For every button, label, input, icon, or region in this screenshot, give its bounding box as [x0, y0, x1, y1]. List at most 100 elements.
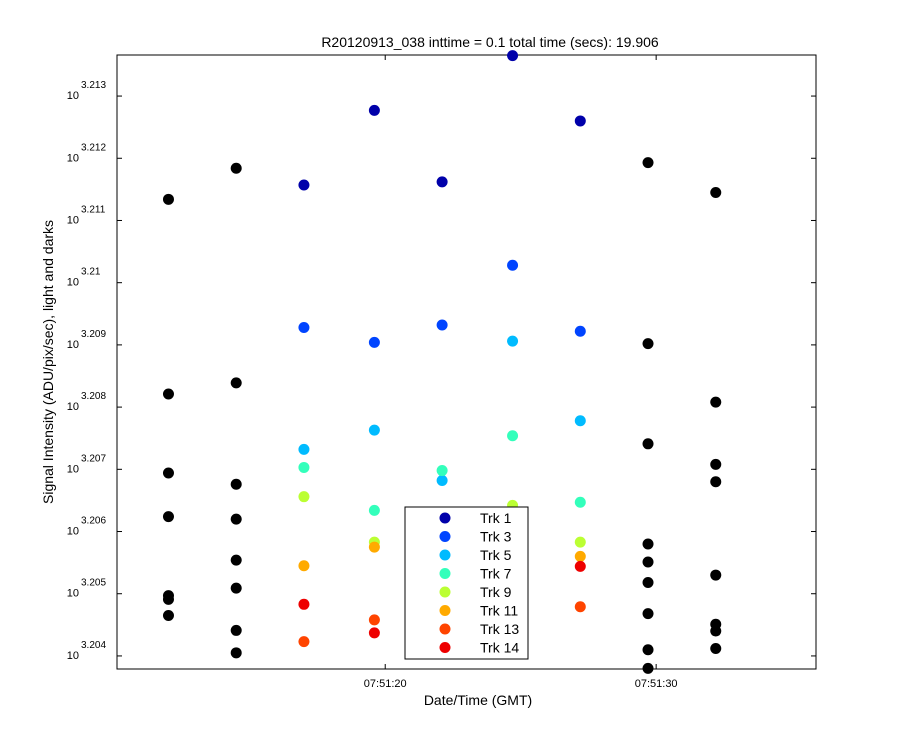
y-tick-label-exponent: 3.212: [81, 142, 106, 153]
y-tick-label-base: 10: [67, 277, 79, 289]
dark-point: [162, 610, 174, 622]
legend-marker-trk-1: [439, 512, 451, 524]
y-tick-label-exponent: 3.209: [81, 329, 106, 340]
y-tick-label-base: 10: [67, 463, 79, 475]
point-trk-14: [368, 627, 380, 639]
x-axis-ticks: 07:51:20 07:51:30: [364, 55, 678, 690]
dark-point: [710, 186, 722, 198]
dark-point: [710, 569, 722, 581]
legend-marker-trk-9: [439, 586, 451, 598]
point-trk-3: [507, 259, 519, 271]
dark-point: [710, 458, 722, 470]
point-trk-7: [574, 496, 586, 508]
legend-marker-trk-14: [439, 642, 451, 653]
legend-marker-trk-11: [439, 605, 451, 616]
x-tick-label: 07:51:20: [364, 678, 407, 690]
dark-point: [230, 624, 242, 636]
dark-point: [230, 377, 242, 389]
x-axis-label: Date/Time (GMT): [424, 692, 532, 708]
point-trk-5: [298, 443, 310, 455]
legend-marker-trk-5: [439, 549, 451, 561]
y-tick-label-base: 10: [67, 401, 79, 413]
x-tick-label: 07:51:30: [635, 678, 678, 690]
y-tick-label-base: 10: [67, 588, 79, 600]
point-trk-7: [507, 430, 519, 442]
dark-point: [162, 511, 174, 523]
point-trk-3: [574, 325, 586, 337]
legend-marker-trk-7: [439, 568, 451, 579]
dark-point: [162, 388, 174, 400]
dark-point: [642, 538, 654, 550]
point-trk-13: [298, 636, 310, 648]
legend-label-trk-7: Trk 7: [480, 566, 512, 582]
legend: Trk 1 Trk 3 Trk 5 Trk 7 Trk 9 Trk 11 Trk 13 Trk…: [404, 506, 529, 660]
y-tick-label-base: 10: [67, 152, 79, 164]
point-trk-1: [298, 179, 310, 191]
legend-marker-trk-3: [439, 531, 451, 542]
dark-point: [230, 582, 242, 594]
point-trk-3: [436, 319, 448, 331]
point-trk-7: [368, 504, 380, 516]
dark-point: [642, 157, 654, 169]
dark-point: [230, 647, 242, 659]
legend-label-trk-9: Trk 9: [480, 584, 512, 600]
point-trk-9: [574, 536, 586, 548]
point-trk-7: [298, 461, 310, 473]
data-points: [162, 50, 722, 674]
point-trk-11: [574, 550, 586, 562]
y-tick-label-exponent: 3.204: [81, 640, 106, 651]
dark-point: [230, 554, 242, 566]
y-tick-label-base: 10: [67, 214, 79, 226]
legend-label-trk-11: Trk 11: [480, 603, 518, 619]
y-tick-label-exponent: 3.21: [81, 267, 101, 278]
y-tick-label-exponent: 3.205: [81, 578, 106, 589]
dark-point: [642, 577, 654, 589]
point-trk-11: [298, 560, 310, 572]
point-trk-5: [574, 415, 586, 427]
point-trk-3: [298, 321, 310, 333]
dark-point: [230, 513, 242, 525]
y-axis-label: Signal Intensity (ADU/pix/sec), light an…: [40, 220, 56, 504]
legend-label-trk-3: Trk 3: [480, 529, 512, 545]
dark-point: [230, 478, 242, 490]
dark-point: [642, 662, 654, 674]
point-trk-14: [574, 560, 586, 572]
legend-label-trk-5: Trk 5: [480, 547, 512, 563]
y-tick-label-exponent: 3.213: [81, 80, 106, 91]
dark-point: [710, 396, 722, 408]
point-trk-1: [436, 176, 448, 188]
point-trk-3: [368, 336, 380, 348]
dark-point: [642, 644, 654, 656]
point-trk-1: [507, 50, 519, 62]
y-tick-label-base: 10: [67, 650, 79, 662]
y-tick-label-exponent: 3.208: [81, 391, 106, 402]
legend-box: [404, 506, 529, 660]
dark-point: [642, 338, 654, 350]
point-trk-14: [298, 598, 310, 610]
dark-point: [710, 642, 722, 654]
y-tick-label-base: 10: [67, 526, 79, 538]
dark-point: [162, 467, 174, 479]
dark-point: [162, 593, 174, 605]
point-trk-1: [574, 115, 586, 127]
point-trk-1: [368, 104, 380, 116]
point-trk-5: [507, 335, 519, 347]
point-trk-7: [436, 465, 448, 477]
legend-label-trk-1: Trk 1: [480, 510, 512, 526]
y-tick-label-exponent: 3.207: [81, 453, 106, 464]
point-trk-5: [368, 424, 380, 436]
point-trk-11: [368, 541, 380, 553]
legend-label-trk-13: Trk 13: [480, 621, 519, 637]
y-tick-label-base: 10: [67, 339, 79, 351]
dark-point: [710, 625, 722, 637]
point-trk-9: [298, 491, 310, 503]
point-trk-13: [368, 614, 380, 626]
dark-point: [642, 556, 654, 568]
y-tick-label-base: 10: [67, 90, 79, 102]
y-axis-ticks: 103.204103.205103.206103.207103.208103.2…: [67, 80, 816, 662]
y-tick-label-exponent: 3.211: [81, 204, 106, 215]
legend-label-trk-14: Trk 14: [480, 640, 519, 656]
y-tick-label-exponent: 3.206: [81, 516, 106, 527]
